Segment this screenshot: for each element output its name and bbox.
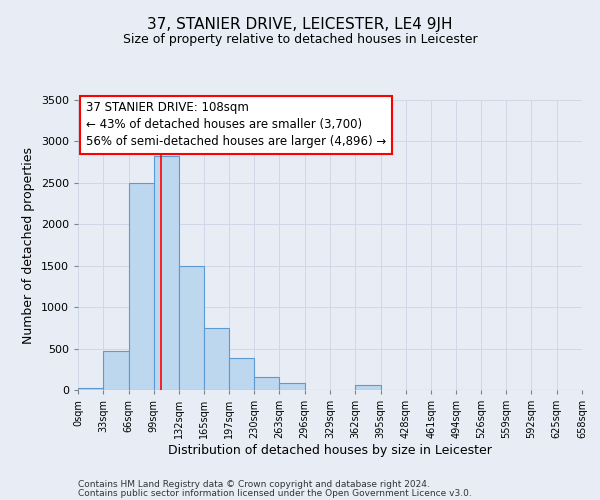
Bar: [254, 377, 280, 390]
Bar: [103, 351, 128, 390]
Text: Contains HM Land Registry data © Crown copyright and database right 2024.: Contains HM Land Registry data © Crown c…: [78, 480, 430, 489]
Bar: [205, 328, 229, 390]
Text: Contains public sector information licensed under the Open Government Licence v3: Contains public sector information licen…: [78, 489, 472, 498]
Text: 37, STANIER DRIVE, LEICESTER, LE4 9JH: 37, STANIER DRIVE, LEICESTER, LE4 9JH: [147, 18, 453, 32]
X-axis label: Distribution of detached houses by size in Leicester: Distribution of detached houses by size …: [168, 444, 492, 457]
Text: Size of property relative to detached houses in Leicester: Size of property relative to detached ho…: [122, 32, 478, 46]
Bar: [128, 183, 154, 390]
Bar: [229, 358, 254, 390]
Y-axis label: Number of detached properties: Number of detached properties: [22, 146, 35, 344]
Bar: [154, 156, 179, 390]
Bar: [78, 388, 103, 390]
Text: 37 STANIER DRIVE: 108sqm
← 43% of detached houses are smaller (3,700)
56% of sem: 37 STANIER DRIVE: 108sqm ← 43% of detach…: [86, 102, 386, 148]
Bar: [280, 384, 305, 390]
Bar: [179, 266, 205, 390]
Bar: [355, 386, 380, 390]
